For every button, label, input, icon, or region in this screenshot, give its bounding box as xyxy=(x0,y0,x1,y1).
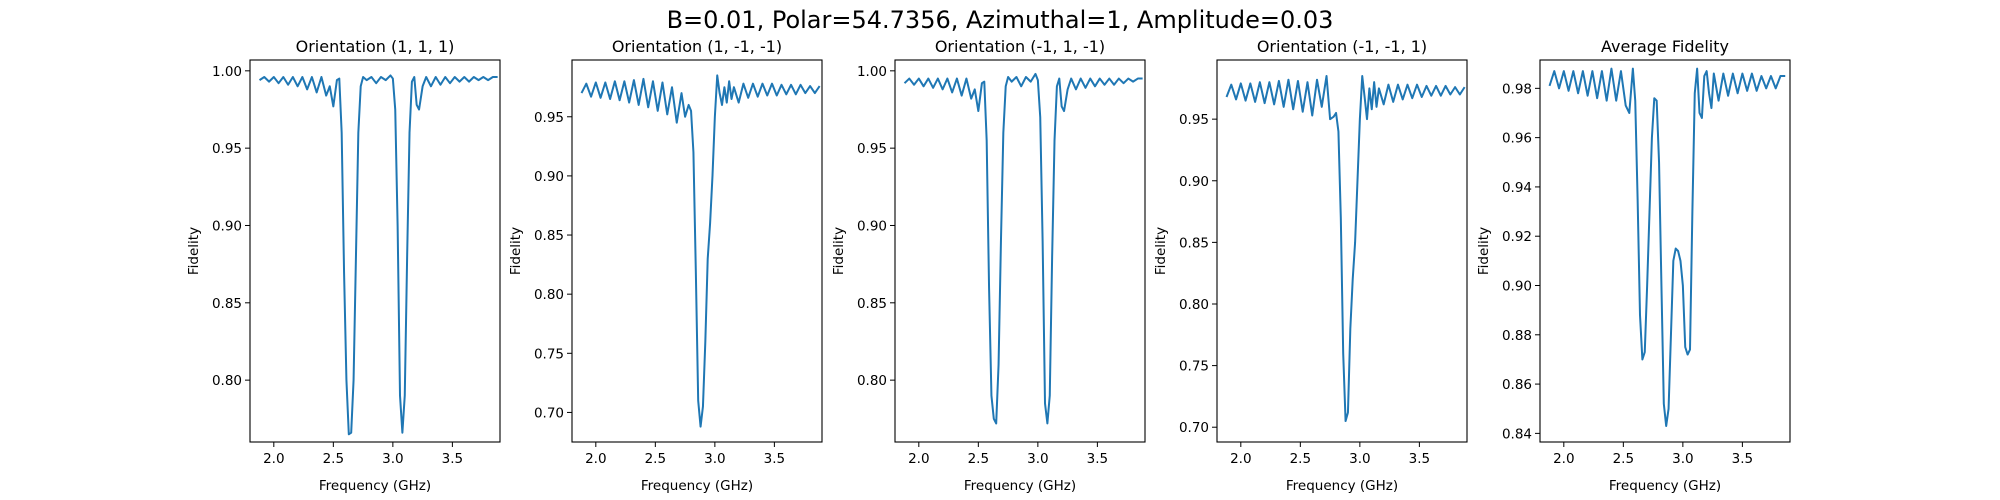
y-tick-label: 0.90 xyxy=(1502,279,1532,295)
y-tick-label: 0.88 xyxy=(1502,328,1532,344)
x-axis-label: Frequency (GHz) xyxy=(641,478,753,494)
subplot-title: Orientation (-1, 1, -1) xyxy=(935,37,1105,56)
x-tick-label: 2.0 xyxy=(908,451,929,467)
y-tick-label: 0.94 xyxy=(1502,180,1532,196)
figure-suptitle: B=0.01, Polar=54.7356, Azimuthal=1, Ampl… xyxy=(666,6,1334,34)
y-tick-label: 0.86 xyxy=(1502,377,1532,393)
y-tick-label: 0.90 xyxy=(212,218,242,234)
x-axis-label: Frequency (GHz) xyxy=(1286,478,1398,494)
x-tick-label: 2.0 xyxy=(585,451,606,467)
y-tick-label: 0.90 xyxy=(534,169,564,185)
x-tick-label: 2.0 xyxy=(263,451,284,467)
x-tick-label: 2.5 xyxy=(968,451,989,467)
subplot-4: 2.0 2.5 3.0 3.5 0.70 0.75 0.80 0.85 0.90 0.95 Orie… xyxy=(1153,37,1468,494)
x-axis-label: Frequency (GHz) xyxy=(1609,478,1721,494)
x-tick-label: 3.0 xyxy=(1672,451,1693,467)
y-tick-label: 0.75 xyxy=(534,346,564,362)
x-tick-label: 3.0 xyxy=(704,451,725,467)
x-axis-label: Frequency (GHz) xyxy=(319,478,431,494)
y-tick-label: 0.85 xyxy=(857,296,887,312)
x-tick-label: 3.0 xyxy=(1027,451,1048,467)
y-tick-label: 0.95 xyxy=(534,110,564,126)
x-tick-label: 2.5 xyxy=(1290,451,1311,467)
x-tick-label: 2.0 xyxy=(1553,451,1574,467)
x-tick-label: 3.5 xyxy=(442,451,463,467)
subplot-2: 2.0 2.5 3.0 3.5 0.70 0.75 0.80 0.85 0.90 0.95 Orie… xyxy=(508,37,823,494)
y-tick-label: 0.85 xyxy=(1179,235,1209,251)
series-line xyxy=(1548,67,1786,427)
y-tick-label: 0.80 xyxy=(212,373,242,389)
y-axis-label: Fidelity xyxy=(186,227,202,275)
y-axis-label: Fidelity xyxy=(1476,227,1492,275)
subplot-5: 2.0 2.5 3.0 3.5 0.84 0.86 0.88 0.90 0.92 0.94 0.96… xyxy=(1476,37,1791,494)
axes-frame xyxy=(1539,59,1791,443)
x-axis-label: Frequency (GHz) xyxy=(964,478,1076,494)
y-tick-label: 0.70 xyxy=(1179,420,1209,436)
series-line xyxy=(580,74,821,428)
x-tick-label: 2.5 xyxy=(645,451,666,467)
subplot-title: Orientation (1, -1, -1) xyxy=(612,37,782,56)
x-tick-label: 2.5 xyxy=(1613,451,1634,467)
subplot-title: Orientation (1, 1, 1) xyxy=(296,37,455,56)
x-tick-label: 3.0 xyxy=(1349,451,1370,467)
x-tick-label: 3.0 xyxy=(382,451,403,467)
axes-frame xyxy=(894,59,1146,443)
y-tick-label: 0.80 xyxy=(1179,297,1209,313)
y-tick-label: 1.00 xyxy=(857,64,887,80)
x-tick-label: 3.5 xyxy=(764,451,785,467)
axes-frame xyxy=(571,59,823,443)
subplot-1: 2.0 2.5 3.0 3.5 0.80 0.85 0.90 0.95 1.00 Orientat… xyxy=(186,37,501,494)
axes-frame xyxy=(249,59,501,443)
y-tick-label: 0.70 xyxy=(534,405,564,421)
y-tick-label: 1.00 xyxy=(212,64,242,80)
axes-frame xyxy=(1216,59,1468,443)
y-tick-label: 0.98 xyxy=(1502,81,1532,97)
x-tick-label: 2.0 xyxy=(1230,451,1251,467)
y-axis-label: Fidelity xyxy=(508,227,524,275)
series-line xyxy=(903,72,1143,425)
y-tick-label: 0.92 xyxy=(1502,229,1532,245)
subplot-title: Orientation (-1, -1, 1) xyxy=(1257,37,1427,56)
y-tick-label: 0.84 xyxy=(1502,426,1532,442)
subplot-title: Average Fidelity xyxy=(1601,37,1729,56)
y-tick-label: 0.85 xyxy=(212,296,242,312)
y-tick-label: 0.75 xyxy=(1179,359,1209,375)
y-tick-label: 0.85 xyxy=(534,228,564,244)
y-tick-label: 0.95 xyxy=(212,141,242,157)
y-tick-label: 0.96 xyxy=(1502,131,1532,147)
x-tick-label: 3.5 xyxy=(1409,451,1430,467)
series-line xyxy=(258,74,498,436)
series-line xyxy=(1225,75,1466,423)
y-tick-label: 0.90 xyxy=(1179,174,1209,190)
x-tick-label: 3.5 xyxy=(1087,451,1108,467)
y-axis-label: Fidelity xyxy=(1153,227,1169,275)
y-axis-label: Fidelity xyxy=(831,227,847,275)
subplot-3: 2.0 2.5 3.0 3.5 0.80 0.85 0.90 0.95 1.00 Orientat… xyxy=(831,37,1146,494)
y-tick-label: 0.90 xyxy=(857,218,887,234)
y-tick-label: 0.80 xyxy=(534,287,564,303)
x-tick-label: 2.5 xyxy=(323,451,344,467)
y-tick-label: 0.80 xyxy=(857,373,887,389)
y-tick-label: 0.95 xyxy=(857,141,887,157)
x-tick-label: 3.5 xyxy=(1732,451,1753,467)
y-tick-label: 0.95 xyxy=(1179,112,1209,128)
